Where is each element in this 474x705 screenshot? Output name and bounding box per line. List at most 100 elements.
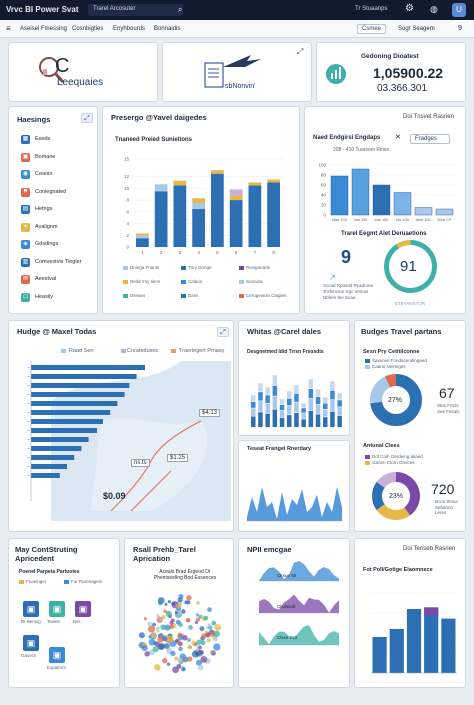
main-legend-item: Daris xyxy=(188,293,199,298)
bubble xyxy=(147,625,156,633)
bubble xyxy=(157,636,164,643)
area-fill xyxy=(247,487,342,521)
bubble xyxy=(161,657,168,664)
kpi-card-plane[interactable]: ⤢ sbNonvin' xyxy=(162,42,312,102)
report-tab[interactable]: Trarel Arcosuter xyxy=(88,4,183,16)
hbar-6 xyxy=(31,419,103,424)
mid-title: Whitas @Carel dales xyxy=(247,327,322,336)
main-legend-swatch xyxy=(239,294,244,298)
bubble xyxy=(157,597,165,604)
bubble xyxy=(138,632,145,639)
y-tick-label: 40 xyxy=(321,193,327,198)
y-tick-label: 0 xyxy=(126,245,129,250)
avatar[interactable]: U xyxy=(452,3,466,17)
search-icon[interactable]: ⌕ xyxy=(178,5,183,14)
donut-slice-0 xyxy=(370,374,422,426)
bottom4-title: Fot Poll/Gotige Elaomnece xyxy=(363,567,433,573)
bubble xyxy=(210,631,215,635)
hbar-legend-swatch-2 xyxy=(171,349,176,353)
x-tick-label: 5 xyxy=(216,250,219,255)
category-icon-1[interactable]: ▣ xyxy=(49,601,65,617)
bar-3-s0 xyxy=(192,208,205,247)
sidebar-icon-5: ✦ xyxy=(21,222,30,232)
mid-bar-7-2 xyxy=(301,408,306,413)
mid-bar-2-1 xyxy=(265,403,270,414)
mid-bar-12-2 xyxy=(337,400,342,407)
mid-bar-9-1 xyxy=(315,404,321,414)
budget-sub-1: Sesn Pry Cetitilconne xyxy=(363,349,420,355)
hbar-pin-button[interactable]: ⤢ xyxy=(217,327,229,337)
bar-5-s0 xyxy=(229,200,243,247)
mid-bar-6-1 xyxy=(294,402,299,413)
user-label[interactable]: Tr Stuaanps xyxy=(355,6,388,12)
filter-select[interactable]: Fradges xyxy=(410,134,450,144)
close-icon[interactable]: ✕ xyxy=(395,134,401,141)
mid-bar-1-1 xyxy=(258,401,263,412)
x-tick-label: Mnb CP xyxy=(438,218,452,222)
mid-bar-12-1 xyxy=(337,407,342,416)
mid-bar-2-2 xyxy=(265,395,270,403)
mid-bar-5-1 xyxy=(287,406,292,415)
menu-item-0[interactable]: Aseisel Fmessing xyxy=(20,26,68,32)
top-filter-button[interactable]: Doi Tnsvet Rasrien xyxy=(399,113,458,121)
menu-item-2[interactable]: Enyhbourds xyxy=(113,26,146,32)
x-tick-label: Mae 103 xyxy=(332,218,347,222)
bubble xyxy=(176,603,182,609)
pin-icon[interactable]: ⤢ xyxy=(297,47,304,56)
ridge-chart xyxy=(259,561,339,646)
ridge-0 xyxy=(259,561,339,581)
bubble xyxy=(166,662,171,666)
x-tick-label: 1 xyxy=(141,250,144,255)
mid-bar-4-0 xyxy=(279,417,285,427)
share-label[interactable]: Sogr Seagem xyxy=(398,26,435,32)
bubble xyxy=(152,622,156,627)
bottom-card-4: Doi Tenseb Rasrien Fot Poll/Gotige Elaom… xyxy=(354,538,466,688)
main-legend-item: Celaon xyxy=(188,279,203,284)
menu-item-3[interactable]: Bonnaidis xyxy=(154,26,181,32)
kpi-card-logo[interactable]: C Leequaies xyxy=(8,42,158,102)
big-nine: 9 xyxy=(341,247,352,267)
category-icon-4[interactable]: ▣ xyxy=(49,647,65,663)
sidebar-icon-1: ▣ xyxy=(21,152,30,162)
category-icon-2[interactable]: ▣ xyxy=(75,601,91,617)
menu-item-1[interactable]: Cosnbigties xyxy=(72,26,104,32)
x-tick-label: 3ne 190 xyxy=(354,218,368,222)
budget-card: Budges Travel partans Sesn Pry Cetitilco… xyxy=(354,320,466,532)
bottom1-legend-0: Fnaeinger xyxy=(26,579,47,584)
budget-legend-swatch-2 xyxy=(365,365,370,369)
mid-stacked-chart xyxy=(251,375,342,427)
globe-icon[interactable]: ◍ xyxy=(430,4,438,14)
menu-icon[interactable]: ≡ xyxy=(6,24,11,33)
bubble xyxy=(185,617,191,623)
close-button[interactable]: Csmee xyxy=(357,24,387,34)
right-bar-title: Naed Endgirsi Engdaps xyxy=(313,135,381,141)
bubble xyxy=(178,594,184,600)
mid-bar-11-0 xyxy=(330,411,335,427)
kpi-logo-text: Leequaies xyxy=(57,77,104,88)
category-icon-0[interactable]: ▣ xyxy=(23,601,39,617)
hbar-8 xyxy=(31,437,89,442)
bubble xyxy=(181,667,186,672)
mid-bar-10-2 xyxy=(323,403,328,409)
hbar-5 xyxy=(31,410,111,415)
kpi-card-total[interactable]: Gedoning Dioatest 1,05900.22 03.366.301 xyxy=(316,42,466,102)
bubble xyxy=(211,620,217,626)
b4-bar-0 xyxy=(372,637,387,673)
gear-icon[interactable]: ⚙ xyxy=(405,3,414,14)
help-label[interactable]: 9 xyxy=(458,25,462,32)
bubble xyxy=(187,644,192,650)
bottom1-subtitle: Poenel Parpeta Partuotes xyxy=(19,569,80,575)
bottom4-filter-button[interactable]: Doi Tenseb Rasrien xyxy=(399,545,460,553)
hbar-legend-1: Cnrateduses xyxy=(127,348,159,354)
sidebar-item-label: Coniegnated xyxy=(35,188,67,195)
bar-3-s2 xyxy=(192,198,205,203)
budget-legend-4: Garien Ctorn Grelces xyxy=(372,460,415,465)
ridge-1 xyxy=(259,594,339,613)
bar-3 xyxy=(393,192,412,216)
category-icon-3[interactable]: ▣ xyxy=(23,635,39,651)
mid-area-chart xyxy=(247,487,343,522)
bubble xyxy=(170,618,175,623)
pin-button[interactable]: ⤢ xyxy=(81,113,93,123)
trend-icon: ↗ xyxy=(329,273,336,282)
main-legend-swatch xyxy=(239,280,244,284)
